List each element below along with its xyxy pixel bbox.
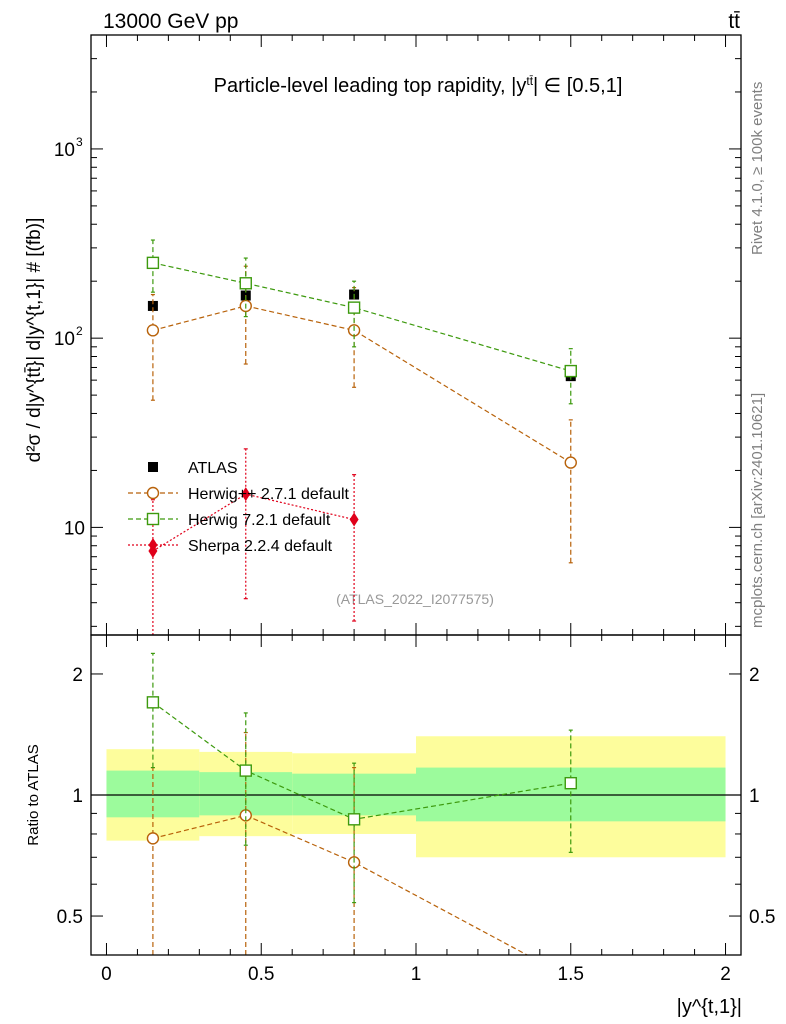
ratio-y-tick-label-right: 0.5 xyxy=(749,907,775,928)
x-tick-label: 1.5 xyxy=(558,964,584,985)
series-atlas-point xyxy=(147,300,158,311)
series-herwig-7-2-1-default-point xyxy=(564,364,577,378)
ratio-y-tick-label: 1 xyxy=(72,786,83,807)
legend-sherpa-2-2-4-default-marker xyxy=(148,538,158,552)
chart-title: Particle-level leading top rapidity, |yt… xyxy=(214,74,623,97)
x-tick-label: 2 xyxy=(720,964,731,985)
watermark-label: (ATLAS_2022_I2077575) xyxy=(336,591,494,607)
legend-herwig-2-7-1-default-label: Herwig++ 2.7.1 default xyxy=(188,486,350,503)
y-tick-label: 10 xyxy=(54,329,75,350)
ratio-y-tick-label: 2 xyxy=(72,665,83,686)
legend-herwig-7-2-1-default-label: Herwig 7.2.1 default xyxy=(188,512,331,529)
legend-atlas-marker xyxy=(148,462,158,472)
rivet-label: Rivet 4.1.0, ≥ 100k events xyxy=(749,82,766,255)
y-tick-label: 10 xyxy=(64,518,85,539)
ratio-series-herwig-2-7-1-default-line xyxy=(152,814,529,955)
ratio-plot-panel: 0.5 0.5 1 1 2 2 0 0.5 1 1.5 2 Ratio to ATLAS |y^{t,1… xyxy=(25,634,775,1018)
series-herwig-7-2-1-default-point xyxy=(239,277,252,290)
ratio-series-herwig-7-2-1-default-point xyxy=(146,696,160,709)
y-tick-label-exponent: 2 xyxy=(76,324,83,338)
legend-herwig-7-2-1-default-marker xyxy=(146,512,160,526)
x-axis-label: |y^{t,1}| xyxy=(677,996,742,1018)
series-herwig-7-2-1-default-point xyxy=(347,301,361,314)
legend-herwig-2-7-1-default-marker xyxy=(146,486,160,500)
y-axis-label: d²σ / d|y^{tt̄}| d|y^{t,1}| # [(fb)] xyxy=(24,218,45,463)
ratio-y-axis-label: Ratio to ATLAS xyxy=(25,744,42,845)
process-label: tt̄ xyxy=(728,10,740,33)
series-herwig-2-7-1-default-point xyxy=(564,456,577,469)
ratio-y-tick-label-right: 1 xyxy=(749,786,760,807)
main-plot-panel: (ATLAS_2022_I2077575) Particle-level lead… xyxy=(24,34,742,636)
series-herwig-7-2-1-default-line xyxy=(152,262,571,372)
legend-atlas-label: ATLAS xyxy=(188,460,238,477)
ratio-series-herwig-7-2-1-default-point xyxy=(239,764,252,777)
y-tick-label: 10 xyxy=(54,140,75,161)
series-sherpa-2-2-4-default-point xyxy=(241,487,251,502)
x-tick-label: 0 xyxy=(101,964,112,985)
series-herwig-2-7-1-default-line xyxy=(152,305,572,464)
series-herwig-7-2-1-default-point xyxy=(146,256,160,270)
energy-label: 13000 GeV pp xyxy=(103,10,238,33)
mcplots-label: mcplots.cern.ch [arXiv:2401.10621] xyxy=(749,393,766,628)
ratio-y-tick-label-right: 2 xyxy=(749,665,760,686)
y-tick-label-exponent: 3 xyxy=(76,135,83,149)
x-tick-label: 0.5 xyxy=(248,964,274,985)
ratio-y-tick-label: 0.5 xyxy=(57,907,83,928)
x-tick-label: 1 xyxy=(411,964,422,985)
legend-sherpa-2-2-4-default-label: Sherpa 2.2.4 default xyxy=(188,538,333,555)
ratio-series-herwig-7-2-1-default-point xyxy=(564,776,577,790)
series-sherpa-2-2-4-default-point xyxy=(349,512,359,527)
ratio-series-herwig-7-2-1-default-line xyxy=(152,701,571,820)
ratio-series-herwig-2-7-1-default-point xyxy=(146,832,160,845)
ratio-series-herwig-7-2-1-default-point xyxy=(347,813,361,826)
series-herwig-2-7-1-default-point xyxy=(146,324,160,337)
